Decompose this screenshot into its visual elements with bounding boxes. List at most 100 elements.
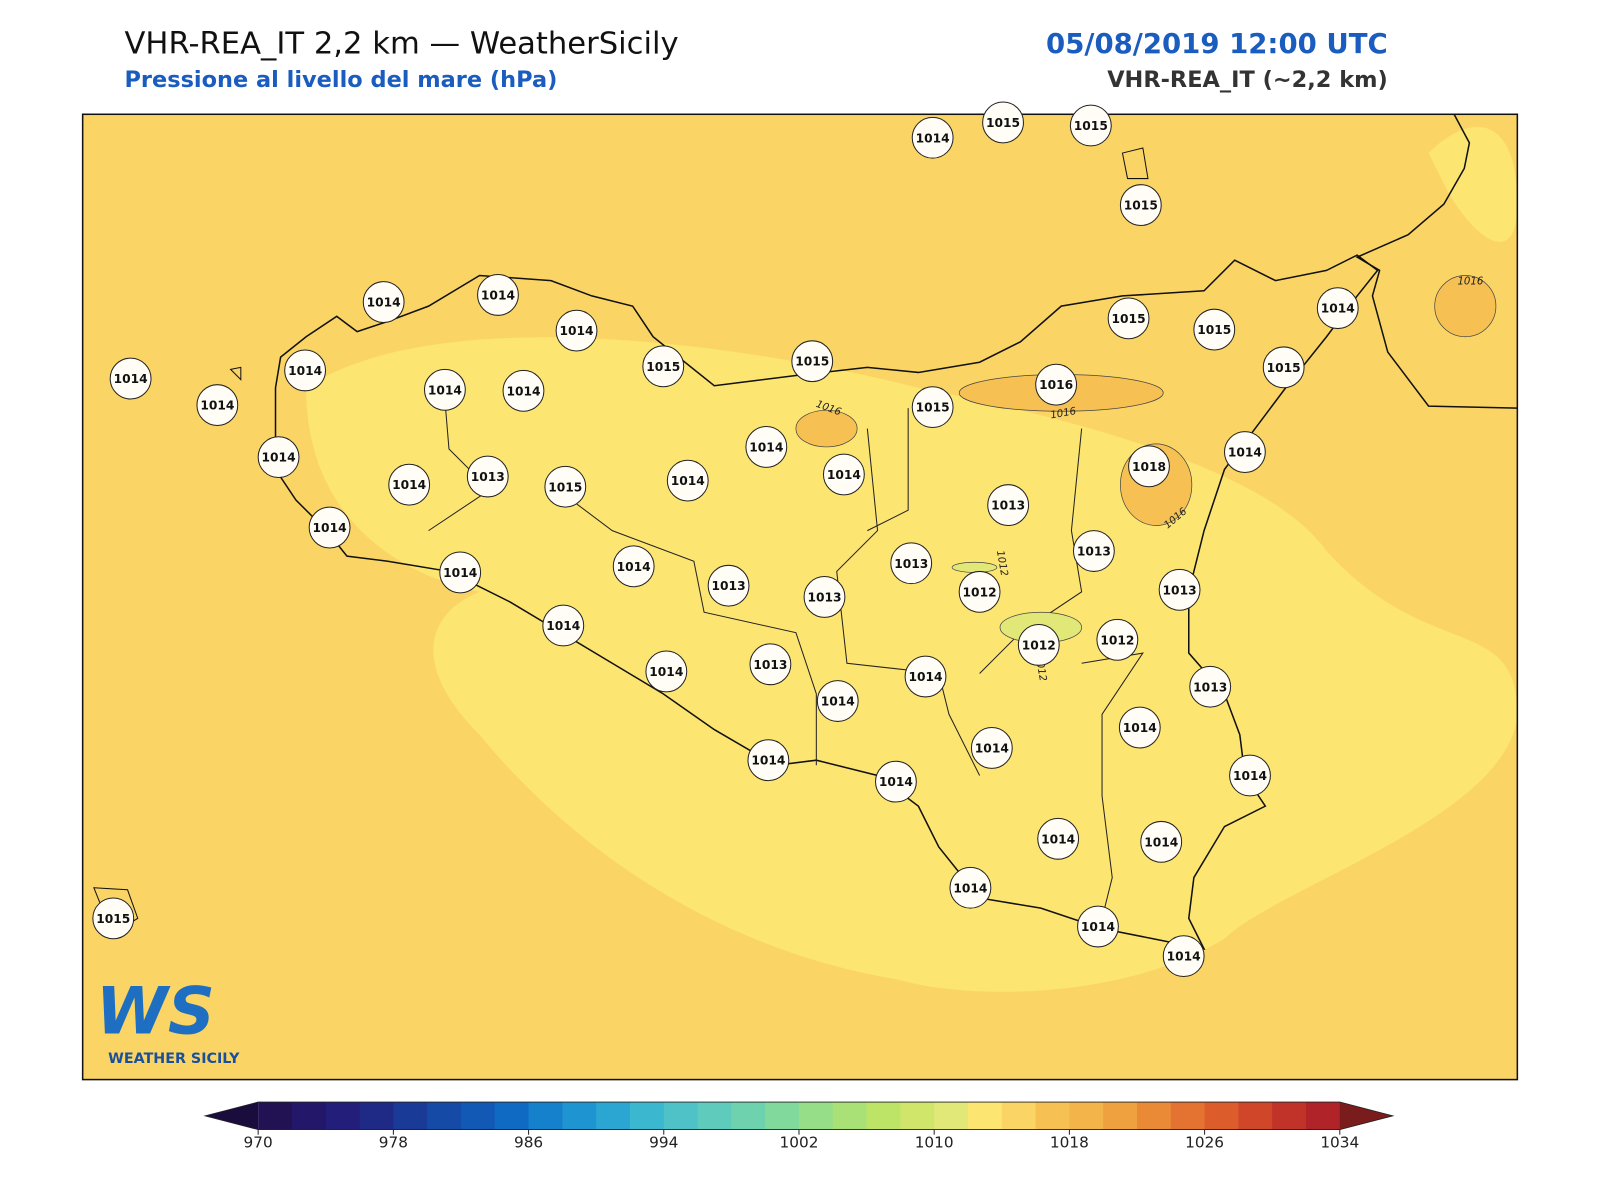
station-value: 1015 — [548, 480, 582, 494]
station-marker — [1035, 363, 1078, 406]
colorbar-bin — [798, 1102, 834, 1130]
station-value: 1015 — [1124, 199, 1158, 213]
station-value: 1015 — [1197, 323, 1231, 337]
colorbar-bin — [1170, 1102, 1206, 1130]
station-marker — [257, 436, 300, 479]
colorbar-bin — [359, 1102, 394, 1130]
station-value: 1013 — [894, 557, 928, 571]
station-marker — [949, 866, 992, 909]
colorbar-tick-label: 978 — [379, 1133, 408, 1151]
station-marker — [1189, 665, 1232, 708]
station-marker — [1162, 935, 1205, 978]
station-value: 1014 — [481, 288, 515, 302]
station-value: 1014 — [313, 521, 347, 535]
colorbar-tick-label: 986 — [514, 1133, 543, 1151]
station-value: 1013 — [471, 470, 505, 484]
colorbar-bin — [1035, 1102, 1070, 1130]
station-value: 1013 — [1077, 545, 1111, 559]
colorbar-bin — [731, 1102, 766, 1130]
station-marker — [816, 680, 859, 722]
station-value: 1014 — [428, 383, 462, 397]
station-marker — [196, 384, 239, 427]
station-marker — [439, 551, 482, 594]
model: VHR-REA_IT (~2,2 km) — [1107, 67, 1388, 93]
station-value: 1015 — [795, 355, 829, 369]
station-marker — [1037, 817, 1080, 860]
colorbar-bin — [494, 1102, 530, 1130]
station-value: 1014 — [975, 741, 1009, 755]
station-marker — [987, 484, 1030, 527]
station-marker — [1316, 287, 1359, 330]
station-value: 1012 — [963, 585, 997, 599]
station-marker — [477, 273, 519, 316]
coastline — [274, 254, 1379, 951]
colorbar-tick-label: 1018 — [1050, 1133, 1089, 1151]
station-marker — [970, 727, 1013, 769]
station-value: 1015 — [96, 912, 130, 926]
colorbar-bin — [1204, 1102, 1239, 1130]
contour-region — [951, 561, 998, 573]
colorbar-bin — [427, 1102, 462, 1130]
station-value: 1014 — [1233, 769, 1267, 783]
station-marker — [1107, 297, 1150, 340]
station-value: 1013 — [712, 579, 746, 593]
station-value: 1012 — [1100, 633, 1134, 647]
station-marker — [1077, 905, 1119, 948]
station-value: 1014 — [1123, 721, 1157, 735]
colorbar-bin — [1238, 1102, 1273, 1130]
subtitle: Pressione al livello del mare (hPa) — [124, 67, 557, 93]
colorbar-bin — [1069, 1102, 1104, 1130]
station-marker — [875, 760, 917, 803]
station-value: 1015 — [1112, 312, 1146, 326]
colorbar-bin — [765, 1102, 800, 1130]
station-marker — [1140, 820, 1183, 863]
station-marker — [749, 643, 792, 686]
station-marker — [1158, 568, 1201, 611]
contour-label: 1016 — [1457, 277, 1483, 288]
station-value: 1014 — [617, 560, 651, 574]
colorbar-bin — [697, 1102, 732, 1130]
map-frame — [81, 113, 1519, 1081]
station-marker — [362, 281, 405, 323]
station-value: 1015 — [646, 360, 680, 374]
colorbar-tick-label: 970 — [244, 1133, 273, 1151]
colorbar-bin — [866, 1102, 901, 1130]
colorbar-bin — [1001, 1102, 1037, 1130]
colorbar-bin — [967, 1102, 1003, 1130]
station-marker — [803, 576, 846, 618]
colorbar-bin — [1305, 1102, 1341, 1130]
colorbar-bin — [663, 1102, 699, 1130]
station-value: 1014 — [288, 364, 322, 378]
colorbar-tick-label: 1026 — [1185, 1133, 1224, 1151]
station-marker — [542, 604, 585, 647]
station-value: 1014 — [827, 468, 861, 482]
station-marker — [791, 340, 834, 383]
station-value: 1014 — [546, 619, 580, 633]
coastline-calabria — [1355, 113, 1518, 409]
station-value: 1014 — [1321, 302, 1355, 316]
station-marker — [666, 459, 709, 502]
station-value: 1014 — [1041, 832, 1075, 846]
station-marker — [1223, 431, 1266, 473]
station-marker — [388, 463, 431, 506]
station-value: 1014 — [821, 695, 855, 709]
station-value: 1014 — [200, 399, 234, 413]
logo-name: WEATHER SICILY — [108, 1051, 240, 1067]
colorbar-bin — [1136, 1102, 1172, 1130]
colorbar-tick-label: 994 — [649, 1133, 678, 1151]
station-marker — [1096, 618, 1139, 661]
logo-mark: WS — [96, 973, 215, 1049]
contour-label: 1016 — [1050, 406, 1078, 421]
station-value: 1016 — [1039, 378, 1073, 392]
colorbar-bin — [460, 1102, 496, 1130]
station-marker — [502, 369, 545, 412]
station-value: 1014 — [916, 131, 950, 145]
station-marker — [1017, 623, 1060, 666]
station-value: 1018 — [1132, 460, 1166, 474]
colorbar-tick-label: 1002 — [780, 1133, 819, 1151]
station-marker — [1128, 445, 1170, 488]
station-value: 1015 — [916, 401, 950, 415]
colorbar-bin — [629, 1102, 665, 1130]
station-value: 1014 — [879, 775, 913, 789]
station-marker — [1069, 104, 1112, 147]
